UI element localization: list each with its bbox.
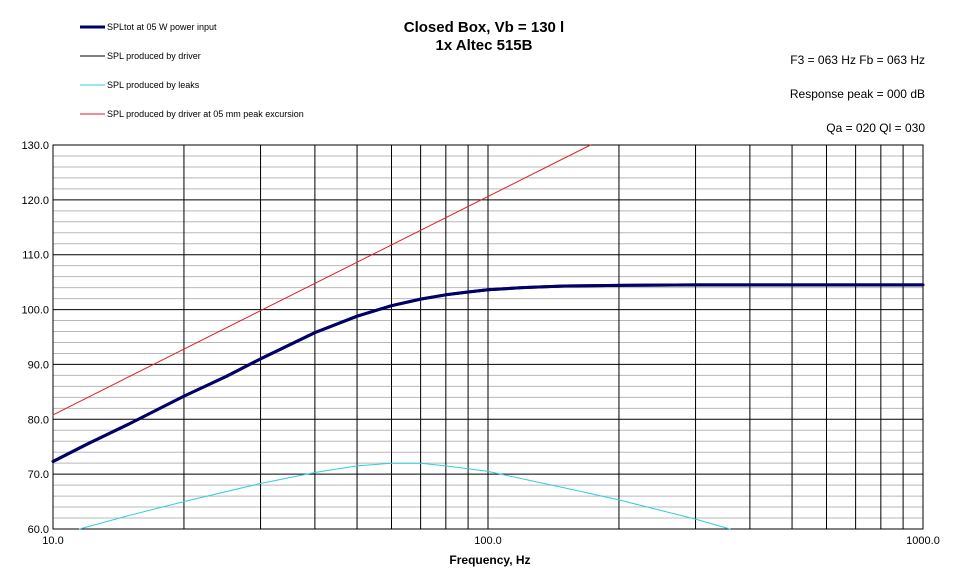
series-layer [51,144,925,530]
series-line-2 [78,462,731,530]
legend-label-3: SPL produced by driver at 05 mm peak exc… [107,109,304,119]
x-axis-label: Frequency, Hz [449,553,530,567]
info-response-peak: Response peak = 000 dB [790,87,925,101]
y-tick-label: 70.0 [28,469,49,481]
info-qa-ql: Qa = 020 Ql = 030 [826,121,925,135]
y-tick-label: 120.0 [21,195,49,207]
legend-label-0: SPLtot at 05 W power input [107,22,217,32]
x-tick-label: 100.0 [474,535,502,547]
series-line-3 [52,144,591,416]
series-line-main-top [52,283,923,463]
y-tick-label: 130.0 [21,140,49,152]
legend-label-2: SPL produced by leaks [107,80,200,90]
y-tick-label: 80.0 [28,414,49,426]
legend-label-1: SPL produced by driver [107,51,201,61]
legend: SPLtot at 05 W power input SPL produced b… [80,22,304,119]
info-f3-fb: F3 = 063 Hz Fb = 063 Hz [790,53,925,67]
y-tick-label: 60.0 [28,524,49,536]
y-tick-label: 90.0 [28,359,49,371]
y-ticks: 60.0 70.0 80.0 90.0 100.0 110.0 120.0 130.0 [21,140,49,536]
chart-title-line1: Closed Box, Vb = 130 l [404,19,564,36]
chart-title-line2: 1x Altec 515B [435,37,532,54]
x-ticks: 10.0 100.0 1000.0 [42,535,940,547]
y-tick-label: 110.0 [22,250,49,262]
plot-frame [52,144,924,530]
y-tick-label: 100.0 [21,305,49,317]
grid [53,145,923,529]
x-tick-label: 10.0 [42,535,63,547]
x-tick-label: 1000.0 [906,535,940,547]
